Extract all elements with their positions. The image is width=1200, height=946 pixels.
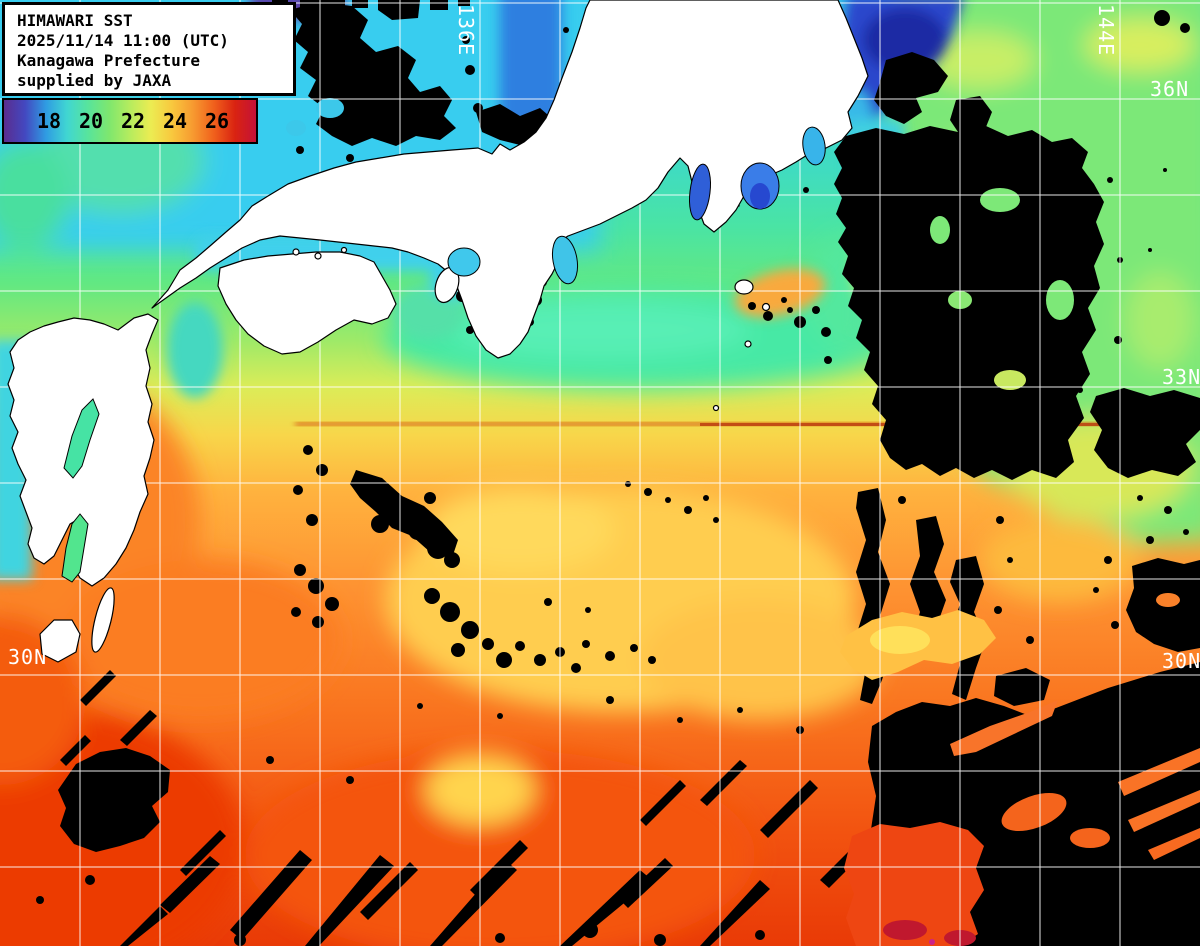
lat-label-30n-left: 30N (8, 645, 48, 669)
map-datetime: 2025/11/14 11:00 (UTC) (17, 31, 229, 50)
lat-label-30n-right: 30N (1162, 649, 1200, 673)
colorbar-tick-24: 24 (162, 109, 188, 133)
colorbar-tick-22: 22 (120, 109, 146, 133)
colorbar-tick-20: 20 (78, 109, 104, 133)
map-region: Kanagawa Prefecture (17, 51, 201, 70)
map-source: supplied by JAXA (17, 71, 172, 90)
header-info-box: HIMAWARI SST 2025/11/14 11:00 (UTC) Kana… (2, 2, 296, 96)
colorbar-tick-18: 18 (36, 109, 62, 133)
map-title: HIMAWARI SST (17, 11, 133, 30)
sst-colorbar: 18 20 22 24 26 (2, 98, 258, 144)
lat-label-36n: 36N (1150, 77, 1190, 101)
lon-label-136e: 136E (454, 4, 478, 57)
lon-label-144e: 144E (1094, 4, 1118, 57)
colorbar-tick-26: 26 (204, 109, 230, 133)
lat-label-33n: 33N (1162, 365, 1200, 389)
coastal-bays (61, 126, 826, 583)
colorbar-gradient (4, 100, 256, 142)
